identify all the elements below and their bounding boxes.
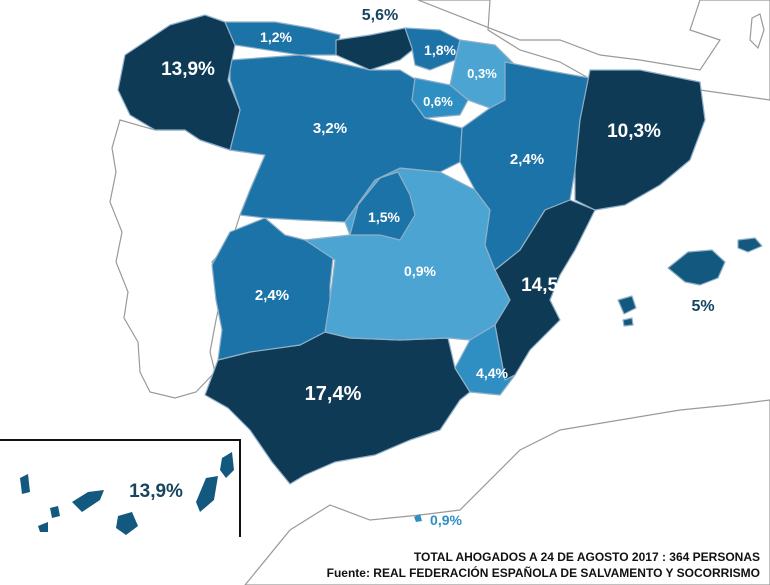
france-outline — [417, 0, 770, 101]
label-castilla-leon: 3,2% — [313, 120, 347, 137]
label-aragon: 2,4% — [510, 151, 544, 168]
region-cataluna — [574, 69, 706, 211]
canarias-lanzarote — [220, 452, 234, 478]
label-canarias: 13,9% — [129, 481, 183, 502]
region-baleares-ibiza — [617, 295, 637, 315]
region-andalucia — [204, 331, 471, 485]
canarias-tenerife — [72, 490, 104, 512]
canarias-la-gomera — [50, 506, 60, 518]
region-valencia — [494, 199, 596, 381]
label-madrid: 1,5% — [368, 209, 400, 225]
region-baleares-formentera — [622, 317, 634, 327]
label-galicia: 13,9% — [161, 59, 215, 80]
label-la-rioja: 0,6% — [423, 94, 453, 109]
label-andalucia: 17,4% — [305, 383, 362, 405]
label-cataluna: 10,3% — [607, 121, 661, 142]
label-extremadura: 2,4% — [255, 287, 289, 304]
region-cantabria — [335, 27, 416, 71]
label-cantabria: 5,6% — [362, 7, 398, 24]
corsica-outline — [749, 13, 765, 50]
label-murcia: 4,4% — [476, 365, 508, 381]
canarias-la-palma — [20, 474, 30, 494]
footer-total: TOTAL AHOGADOS A 24 DE AGOSTO 2017 : 364… — [413, 550, 760, 564]
canarias-fuerteventura — [196, 476, 218, 512]
label-asturias: 1,2% — [260, 29, 292, 45]
region-ceuta-melilla — [414, 514, 422, 522]
label-valencia: 14,5% — [521, 275, 575, 296]
canarias-gran-canaria — [116, 512, 138, 535]
africa-outline — [244, 399, 770, 585]
region-castilla-leon — [229, 54, 463, 223]
footer-source: Fuente: REAL FEDERACIÓN ESPAÑOLA DE SALV… — [326, 566, 760, 580]
label-pais-vasco: 1,8% — [424, 42, 456, 58]
region-galicia — [117, 14, 241, 151]
region-pais-vasco — [404, 27, 461, 71]
region-murcia — [454, 324, 516, 396]
label-baleares: 5% — [691, 298, 714, 315]
label-ceuta-melilla: 0,9% — [430, 512, 462, 528]
region-baleares-mallorca — [667, 249, 726, 286]
region-madrid — [349, 171, 416, 241]
canarias-inset-frame — [0, 439, 241, 537]
label-navarra: 0,3% — [467, 66, 497, 81]
region-la-rioja — [411, 77, 469, 119]
region-baleares-menorca — [737, 237, 763, 253]
canarias-el-hierro — [38, 522, 48, 532]
canarias-inset — [0, 439, 241, 537]
label-castilla-la-mancha: 0,9% — [404, 263, 436, 279]
